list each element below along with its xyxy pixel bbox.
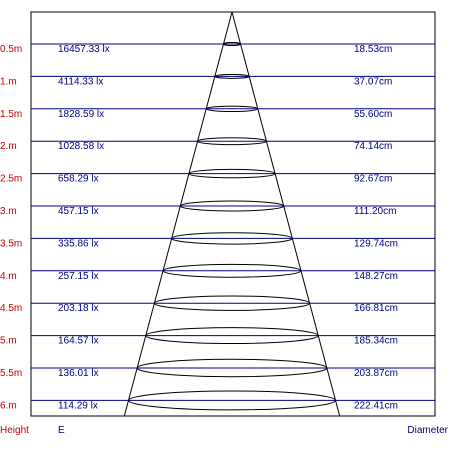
distance-row: 1.5m 1828.59 lx 55.60cm — [0, 108, 435, 120]
diameter-value: 55.60cm — [354, 109, 392, 120]
distance-row: 1.m 4114.33 lx 37.07cm — [0, 75, 435, 87]
illuminance-value: 16457.33 lx — [58, 44, 110, 55]
distance-rows: 0.5m 16457.33 lx 18.53cm 1.m 4114.33 lx 37.07… — [0, 43, 435, 411]
illuminance-value: 257.15 lx — [58, 271, 99, 282]
height-label: 2.5m — [0, 174, 22, 185]
height-label: 1.5m — [0, 109, 22, 120]
illuminance-value: 203.18 lx — [58, 303, 99, 314]
diameter-value: 92.67cm — [354, 174, 392, 185]
distance-row: 5.5m 136.01 lx 203.87cm — [0, 367, 435, 379]
cone-right-edge — [231, 11, 341, 417]
height-label: 5.5m — [0, 368, 22, 379]
illuminance-value: 658.29 lx — [58, 174, 99, 185]
diameter-value: 148.27cm — [354, 271, 398, 282]
diameter-value: 129.74cm — [354, 238, 398, 249]
diagram-frame — [30, 11, 436, 417]
diameter-value: 166.81cm — [354, 303, 398, 314]
diameter-value: 185.34cm — [354, 336, 398, 347]
height-axis-label: Height — [0, 425, 29, 436]
distance-row: 5.m 164.57 lx 185.34cm — [0, 335, 435, 347]
distance-row: 0.5m 16457.33 lx 18.53cm — [0, 43, 435, 55]
height-label: 6.m — [0, 400, 17, 411]
height-label: 3.m — [0, 206, 17, 217]
diameter-value: 222.41cm — [354, 400, 398, 411]
distance-row: 3.m 457.15 lx 111.20cm — [0, 205, 435, 217]
illuminance-value: 4114.33 lx — [58, 76, 103, 87]
height-label: 3.5m — [0, 238, 22, 249]
height-label: 4.m — [0, 271, 17, 282]
illuminance-value: 114.29 lx — [58, 400, 98, 411]
distance-row: 6.m 114.29 lx 222.41cm — [0, 399, 435, 411]
light-cone — [123, 11, 341, 417]
height-label: 5.m — [0, 336, 17, 347]
distance-row: 3.5m 335.86 lx 129.74cm — [0, 237, 435, 249]
diameter-value: 203.87cm — [354, 368, 398, 379]
diameter-value: 37.07cm — [354, 76, 392, 87]
diameter-value: 111.20cm — [354, 206, 396, 217]
distance-row: 2.5m 658.29 lx 92.67cm — [0, 173, 435, 185]
distance-row: 2.m 1028.58 lx 74.14cm — [0, 140, 435, 152]
illuminance-value: 335.86 lx — [58, 238, 99, 249]
diameter-axis-label: Diameter — [407, 425, 448, 436]
footer-labels: Height E Diameter — [0, 425, 449, 436]
height-label: 4.5m — [0, 303, 22, 314]
illuminance-value: 136.01 lx — [58, 368, 99, 379]
diameter-value: 18.53cm — [354, 44, 392, 55]
illuminance-value: 164.57 lx — [58, 336, 99, 347]
illuminance-value: 1828.59 lx — [58, 109, 104, 120]
height-label: 0.5m — [0, 44, 22, 55]
height-label: 2.m — [0, 141, 17, 152]
cone-left-edge — [123, 11, 233, 417]
distance-row: 4.5m 203.18 lx 166.81cm — [0, 302, 435, 314]
height-label: 1.m — [0, 76, 17, 87]
diameter-value: 74.14cm — [354, 141, 392, 152]
illuminance-value: 1028.58 lx — [58, 141, 104, 152]
distance-row: 4.m 257.15 lx 148.27cm — [0, 270, 435, 282]
illuminance-value: 457.15 lx — [58, 206, 99, 217]
illuminance-axis-label: E — [58, 425, 65, 436]
